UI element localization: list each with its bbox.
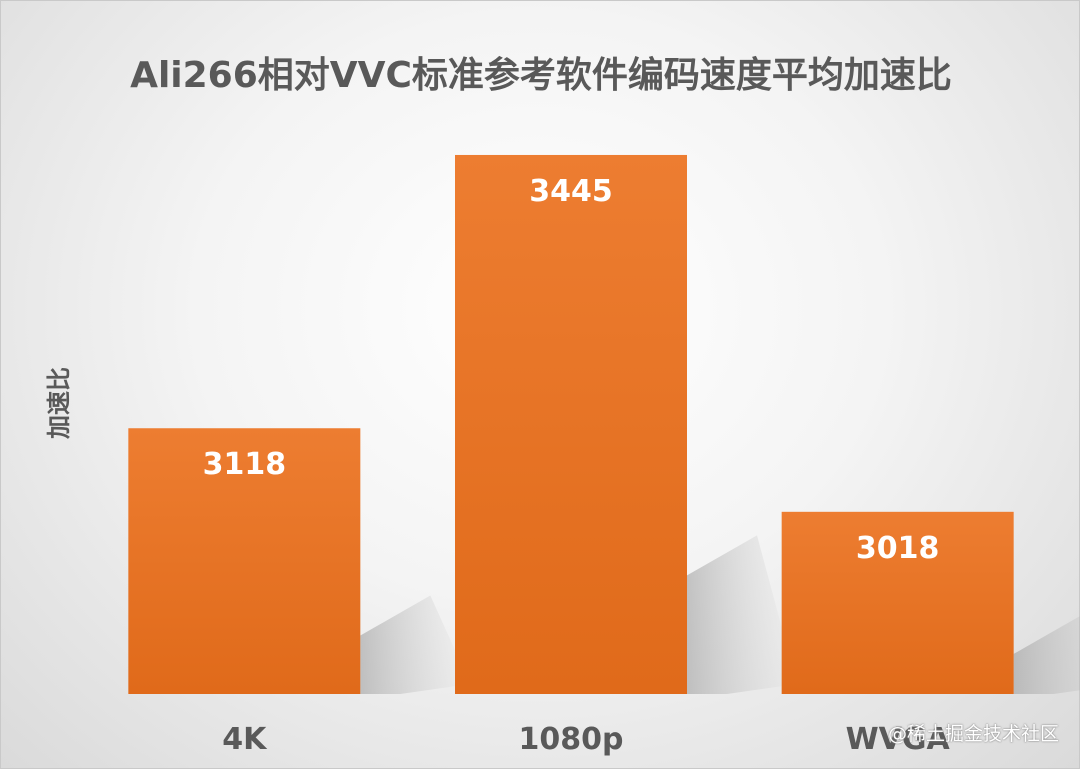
data-labels: 3118 3445 3018 <box>203 174 940 566</box>
watermark: @稀土掘金技术社区 <box>887 723 1059 745</box>
bar-shadow <box>360 595 471 694</box>
x-tick-label: WVGA <box>846 722 951 757</box>
bar-wvga <box>781 511 1014 694</box>
x-tick-labels: 4K 1080p WVGA <box>222 722 950 757</box>
data-label: 3445 <box>529 174 613 209</box>
bar-1080p <box>455 154 687 694</box>
data-label: 3018 <box>856 531 940 566</box>
bar-4k <box>128 428 361 694</box>
chart-title: Ali266相对VVC标准参考软件编码速度平均加速比 <box>130 55 952 96</box>
bar-shadows <box>360 535 1080 694</box>
x-tick-label: 4K <box>222 722 268 757</box>
y-axis-label: 加速比 <box>45 367 73 439</box>
data-label: 3118 <box>203 447 287 482</box>
bar-shadow <box>1013 616 1080 694</box>
x-tick-label: 1080p <box>519 722 624 757</box>
bars <box>128 154 1014 694</box>
bar-shadow <box>687 535 797 694</box>
